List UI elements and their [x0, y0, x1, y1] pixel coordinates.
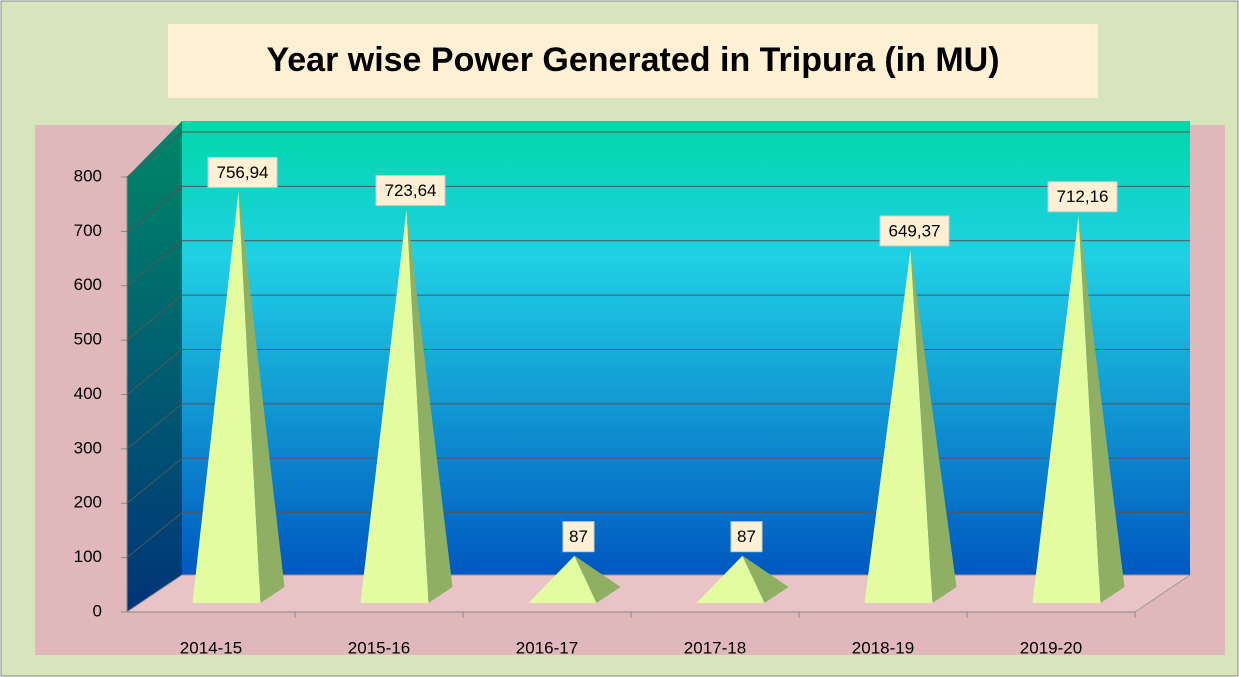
grid-line	[126, 457, 183, 504]
data-label: 723,64	[385, 181, 437, 200]
data-label: 756,94	[217, 163, 269, 182]
floor	[125, 574, 1192, 613]
pyramid	[528, 555, 621, 603]
x-tick-label: 2017-18	[684, 638, 746, 657]
data-label-box	[879, 215, 950, 247]
y-tick-label: 600	[74, 275, 102, 294]
data-label-box	[1047, 181, 1118, 213]
x-tick-label: 2019-20	[1020, 638, 1082, 657]
pyramid-front	[1032, 215, 1101, 603]
y-tick-label: 800	[74, 166, 102, 185]
pyramid-front	[360, 209, 429, 603]
pyramid-side	[574, 555, 621, 603]
y-tick-label: 400	[74, 384, 102, 403]
grid-line	[126, 294, 183, 341]
data-label: 87	[569, 527, 588, 546]
grid-line	[126, 512, 183, 559]
x-tick-label: 2014-15	[180, 638, 242, 657]
data-label: 87	[737, 527, 756, 546]
data-label-box	[375, 175, 446, 207]
pyramid-front	[528, 555, 597, 603]
pyramid	[1032, 215, 1125, 603]
chart-title: Year wise Power Generated in Tripura (in…	[266, 41, 999, 79]
data-label-box	[562, 521, 595, 553]
pyramid	[696, 555, 789, 603]
grid-line	[126, 403, 183, 450]
back-wall	[182, 121, 1190, 575]
x-tick-label: 2015-16	[348, 638, 410, 657]
data-label-box	[207, 156, 278, 188]
data-label-box	[730, 521, 763, 553]
pyramid	[864, 249, 957, 603]
pyramid	[360, 209, 453, 603]
x-tick-label: 2016-17	[516, 638, 578, 657]
title-box	[168, 24, 1098, 98]
grid-line	[126, 131, 183, 178]
grid-line	[126, 240, 183, 287]
y-tick-label: 200	[74, 493, 102, 512]
data-label: 712,16	[1057, 187, 1109, 206]
pyramid-front	[696, 555, 765, 603]
pyramid	[192, 191, 285, 603]
y-tick-label: 0	[93, 601, 102, 620]
pyramid-side	[1078, 215, 1125, 603]
grid-line	[126, 349, 183, 395]
pyramid-side	[238, 191, 285, 603]
pyramid-side	[406, 209, 453, 603]
y-tick-label: 500	[74, 330, 102, 349]
side-wall	[127, 121, 182, 612]
x-tick-label: 2018-19	[852, 638, 914, 657]
y-tick-label: 100	[74, 547, 102, 566]
grid-line	[126, 185, 183, 232]
data-label: 649,37	[889, 221, 941, 240]
pyramid-side	[742, 555, 789, 603]
pyramid-front	[192, 191, 261, 603]
y-tick-label: 300	[74, 438, 102, 457]
y-tick-label: 700	[74, 221, 102, 240]
pyramid-side	[910, 249, 957, 603]
pyramid-front	[864, 249, 933, 603]
